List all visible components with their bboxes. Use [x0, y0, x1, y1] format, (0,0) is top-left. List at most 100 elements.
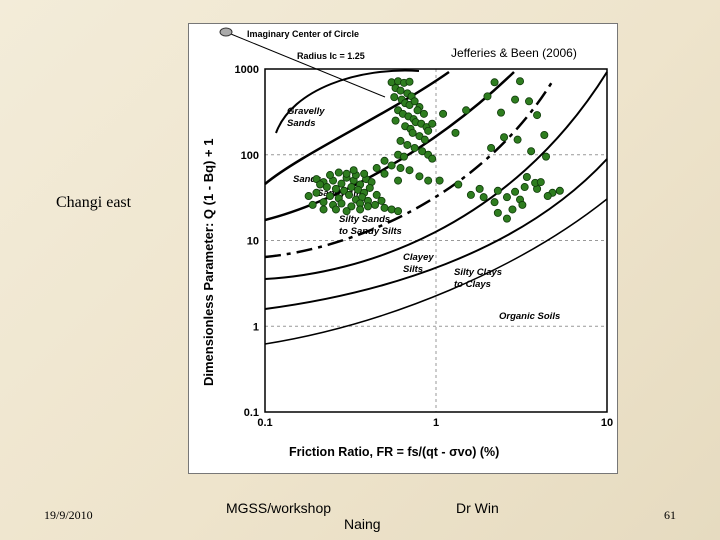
center-marker: Imaginary Center of Circle Radius Ic = 1… — [219, 27, 386, 98]
data-point — [396, 164, 405, 173]
data-point — [394, 176, 403, 185]
zone-clayey-silts-2: Silts — [403, 264, 423, 275]
data-point — [490, 78, 499, 87]
soil-boundaries — [264, 69, 608, 345]
data-point — [428, 154, 437, 163]
data-point — [396, 136, 405, 145]
y-tick-label: 1 — [253, 321, 259, 333]
data-point — [424, 126, 433, 135]
data-point — [418, 147, 427, 156]
data-point — [516, 77, 525, 86]
data-point — [533, 111, 542, 120]
chart-svg: 0.1 1 10 0.1 1 10 100 1000 Imaginary Center of … — [201, 27, 614, 459]
data-point — [490, 198, 499, 207]
y-axis-label: Dimensionless Parameter: Q (1 - Bq) + 1 — [201, 139, 216, 386]
data-point — [403, 140, 412, 149]
tick-labels: 0.1 1 10 0.1 1 10 100 1000 — [235, 64, 614, 429]
data-point — [345, 190, 354, 199]
zone-gravelly-sands-2: Sands — [287, 118, 316, 129]
data-point — [435, 176, 444, 185]
data-point — [391, 116, 400, 125]
data-point — [420, 135, 429, 144]
footer-date: 19/9/2010 — [44, 508, 93, 522]
data-points — [304, 77, 564, 223]
y-tick-label: 1000 — [235, 64, 259, 76]
data-point — [334, 168, 343, 177]
data-point — [555, 186, 564, 195]
data-point — [312, 188, 321, 197]
data-point — [536, 178, 545, 187]
data-point — [387, 161, 396, 170]
data-point — [451, 128, 460, 137]
y-tick-label: 10 — [247, 236, 259, 248]
footer-page-number: 61 — [664, 508, 676, 522]
chart-title: Jefferies & Been (2006) — [451, 46, 577, 60]
data-point — [413, 106, 422, 115]
center-circle — [219, 27, 233, 37]
data-point — [347, 183, 356, 192]
x-tick-label: 0.1 — [257, 417, 272, 429]
data-point — [500, 133, 509, 142]
y-tick-label: 100 — [241, 150, 259, 162]
boundary-silt-mixtures — [264, 81, 554, 259]
zone-sands: Sands — [293, 174, 322, 185]
data-point — [513, 135, 522, 144]
data-point — [304, 192, 313, 201]
data-point — [360, 169, 369, 178]
data-point — [380, 156, 389, 165]
data-point — [356, 205, 365, 214]
data-point — [493, 186, 502, 195]
data-point — [518, 200, 527, 209]
y-tick-label: 0.1 — [244, 407, 259, 419]
data-point — [387, 205, 396, 214]
data-point — [326, 171, 335, 180]
x-tick-label: 1 — [433, 417, 439, 429]
zone-gravelly-sands-1: Gravelly — [287, 106, 325, 117]
boundary-silty-clays — [264, 158, 608, 310]
data-point — [428, 119, 437, 128]
footer-author-last: Naing — [344, 516, 381, 532]
data-point — [342, 207, 351, 216]
data-point — [483, 92, 492, 101]
data-point — [508, 205, 517, 214]
data-point — [511, 95, 520, 104]
footer-author-first: Dr Win — [456, 500, 499, 516]
data-point — [424, 176, 433, 185]
data-point — [322, 183, 331, 192]
data-point — [380, 203, 389, 212]
data-point — [493, 208, 502, 217]
data-point — [337, 199, 346, 208]
data-point — [487, 143, 496, 152]
center-label: Imaginary Center of Circle — [247, 29, 359, 39]
data-point — [308, 200, 317, 209]
data-point — [408, 128, 417, 137]
data-point — [400, 152, 409, 161]
zone-silty-sands-1: Silty Sands — [339, 214, 390, 225]
plot-frame — [264, 68, 608, 413]
gridlines — [264, 68, 607, 412]
zone-silty-sands-2: to Sandy Silts — [339, 226, 402, 237]
data-point — [342, 169, 351, 178]
footer-workshop: MGSS/workshop — [226, 500, 332, 516]
data-point — [475, 184, 484, 193]
data-point — [390, 93, 399, 102]
data-point — [326, 192, 335, 201]
data-point — [405, 166, 414, 175]
data-point — [542, 152, 551, 161]
zone-organic-soils: Organic Soils — [499, 311, 560, 322]
data-point — [439, 109, 448, 118]
data-point — [380, 169, 389, 178]
data-point — [502, 214, 511, 223]
data-point — [454, 180, 463, 189]
data-point — [372, 164, 381, 173]
data-point — [319, 198, 328, 207]
data-point — [394, 207, 403, 216]
data-point — [525, 97, 534, 106]
data-point — [511, 187, 520, 196]
data-point — [347, 202, 356, 211]
data-point — [331, 184, 340, 193]
data-point — [371, 200, 380, 209]
zone-silty-clays-2: to Clays — [454, 279, 491, 290]
data-point — [363, 202, 372, 211]
data-point — [405, 77, 414, 86]
